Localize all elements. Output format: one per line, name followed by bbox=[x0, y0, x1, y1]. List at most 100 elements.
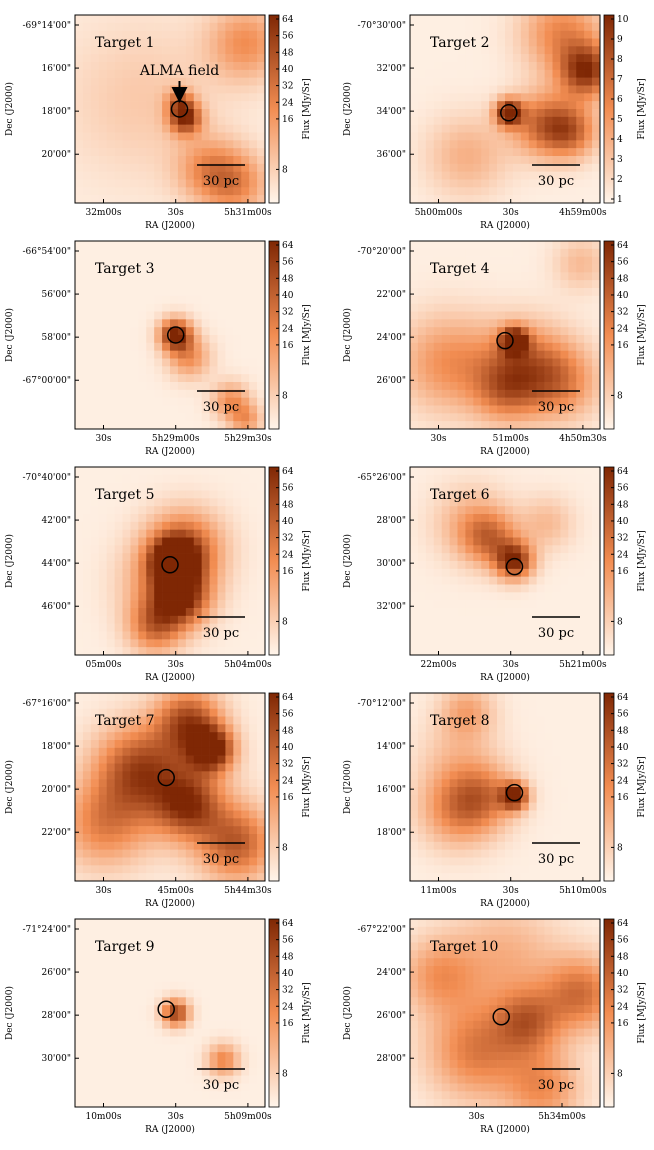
heatmap-cell bbox=[225, 926, 234, 935]
colorbar-tick-label: 32 bbox=[617, 308, 628, 318]
heatmap-cell bbox=[449, 740, 458, 749]
heatmap-cell bbox=[201, 366, 210, 375]
heatmap-cell bbox=[233, 397, 242, 406]
heatmap-cell bbox=[201, 101, 210, 110]
heatmap-cell bbox=[130, 568, 139, 577]
heatmap-cell bbox=[489, 413, 498, 422]
heatmap-cell bbox=[122, 140, 131, 149]
heatmap-cell bbox=[584, 272, 593, 281]
colorbar-tick-label: 16 bbox=[282, 567, 294, 577]
heatmap-cell bbox=[138, 608, 147, 617]
heatmap-cell bbox=[146, 700, 155, 709]
heatmap-cell bbox=[217, 85, 226, 94]
heatmap-cell bbox=[552, 350, 561, 359]
heatmap-cell bbox=[497, 303, 506, 312]
heatmap-cell bbox=[433, 30, 442, 39]
heatmap-cell bbox=[82, 474, 92, 483]
heatmap-cell bbox=[257, 615, 266, 624]
heatmap-cell bbox=[257, 467, 266, 476]
heatmap-cell bbox=[257, 256, 266, 265]
heatmap-cell bbox=[497, 69, 506, 78]
heatmap-cell bbox=[592, 608, 601, 617]
scale-bar-label: 30 pc bbox=[203, 852, 239, 867]
heatmap-cell bbox=[201, 576, 210, 585]
heatmap-cell bbox=[473, 264, 482, 273]
heatmap-cell bbox=[512, 849, 522, 858]
heatmap-cell bbox=[410, 272, 419, 281]
heatmap-cell bbox=[441, 413, 450, 422]
heatmap-cell bbox=[138, 303, 147, 312]
heatmap-cell bbox=[75, 288, 84, 297]
heatmap-cell bbox=[177, 576, 187, 585]
heatmap-cell bbox=[584, 62, 593, 71]
heatmap-cell bbox=[154, 358, 163, 367]
heatmap-cell bbox=[122, 926, 131, 935]
heatmap-cell bbox=[592, 421, 601, 430]
heatmap-cell bbox=[433, 732, 442, 741]
heatmap-cell bbox=[441, 303, 450, 312]
heatmap-cell bbox=[249, 288, 258, 297]
heatmap-cell bbox=[481, 490, 490, 499]
heatmap-cell bbox=[106, 171, 115, 180]
heatmap-cell bbox=[528, 724, 537, 733]
heatmap-cell bbox=[82, 514, 92, 523]
heatmap-cell bbox=[257, 116, 266, 125]
heatmap-cell bbox=[489, 374, 498, 383]
heatmap-cell bbox=[465, 810, 474, 819]
heatmap-cell bbox=[154, 740, 163, 749]
heatmap-cell bbox=[170, 826, 179, 835]
colorbar-tick-label: 56 bbox=[282, 484, 294, 494]
heatmap-cell bbox=[410, 849, 419, 858]
heatmap-cell bbox=[505, 506, 514, 515]
heatmap-cell bbox=[82, 561, 92, 570]
heatmap-cell bbox=[544, 187, 553, 196]
heatmap-cell bbox=[233, 615, 242, 624]
heatmap-cell bbox=[122, 514, 131, 523]
heatmap-cell bbox=[441, 124, 450, 133]
heatmap-cell bbox=[82, 787, 92, 796]
heatmap-cell bbox=[146, 15, 155, 24]
heatmap-cell bbox=[114, 335, 123, 344]
heatmap-cell bbox=[138, 311, 147, 320]
heatmap-cell bbox=[90, 241, 100, 250]
heatmap-cell bbox=[177, 69, 187, 78]
heatmap-cell bbox=[433, 280, 442, 289]
heatmap-cell bbox=[528, 342, 537, 351]
heatmap-cell bbox=[552, 802, 561, 811]
heatmap-cell bbox=[170, 818, 179, 827]
heatmap-cell bbox=[138, 553, 147, 562]
colorbar bbox=[268, 692, 280, 882]
heatmap-cell bbox=[225, 397, 234, 406]
heatmap-cell bbox=[75, 195, 84, 204]
heatmap-cell bbox=[193, 693, 202, 702]
heatmap-cell bbox=[106, 179, 115, 188]
heatmap-cell bbox=[568, 724, 577, 733]
heatmap-cell bbox=[576, 506, 585, 515]
heatmap-cell bbox=[177, 498, 187, 507]
heatmap-cell bbox=[417, 490, 427, 499]
heatmap-cell bbox=[106, 342, 115, 351]
heatmap-cell bbox=[154, 639, 163, 648]
heatmap-cell bbox=[249, 623, 258, 632]
heatmap-cell bbox=[592, 810, 601, 819]
heatmap-cell bbox=[536, 342, 545, 351]
heatmap-cell bbox=[185, 22, 195, 31]
heatmap-cell bbox=[417, 724, 427, 733]
heatmap-cell bbox=[417, 584, 427, 593]
heatmap-cell bbox=[233, 319, 242, 328]
heatmap-cell bbox=[75, 140, 84, 149]
heatmap-cell bbox=[592, 342, 601, 351]
heatmap-cell bbox=[82, 248, 92, 257]
heatmap-cell bbox=[433, 69, 442, 78]
heatmap-cell bbox=[512, 693, 522, 702]
heatmap-cell bbox=[433, 179, 442, 188]
heatmap-cell bbox=[497, 521, 506, 530]
heatmap-cell bbox=[90, 342, 100, 351]
heatmap-cell bbox=[449, 85, 458, 94]
heatmap-cell bbox=[552, 69, 561, 78]
heatmap-cell bbox=[241, 389, 250, 398]
heatmap-cell bbox=[410, 623, 419, 632]
heatmap-cell bbox=[154, 592, 163, 601]
heatmap-cell bbox=[497, 826, 506, 835]
heatmap-cell bbox=[425, 397, 435, 406]
